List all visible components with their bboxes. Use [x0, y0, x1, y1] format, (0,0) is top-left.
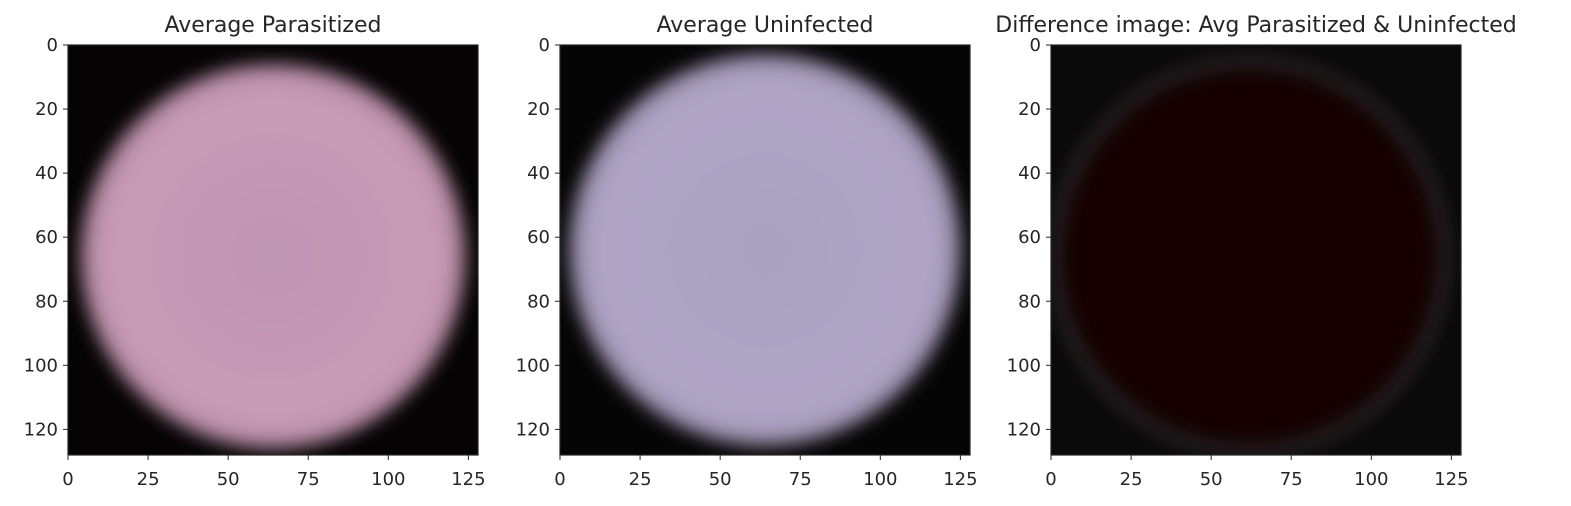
x-tick-label: 50 — [709, 469, 732, 490]
x-tick-label: 125 — [451, 469, 485, 490]
x-tick-label: 100 — [863, 469, 897, 490]
y-tick-label: 80 — [35, 291, 58, 312]
axes-frame — [559, 44, 971, 456]
y-tick-label: 60 — [1018, 227, 1041, 248]
axes-frame — [1050, 44, 1462, 456]
image-ring — [1051, 57, 1449, 455]
x-tick-label: 100 — [371, 469, 405, 490]
x-tick-label: 75 — [297, 469, 320, 490]
x-tick-label: 0 — [62, 469, 73, 490]
y-tick-label: 20 — [35, 99, 58, 120]
x-tick-label: 0 — [1045, 469, 1056, 490]
y-tick-label: 20 — [1018, 99, 1041, 120]
y-tick-label: 0 — [1030, 35, 1041, 56]
panel-title: Difference image: Avg Parasitized & Unin… — [995, 13, 1516, 38]
x-tick-label: 75 — [1280, 469, 1303, 490]
y-tick-label: 60 — [35, 227, 58, 248]
x-tick-label: 50 — [1200, 469, 1223, 490]
x-tick-label: 50 — [217, 469, 240, 490]
y-tick-label: 80 — [527, 291, 550, 312]
x-tick-label: 25 — [1120, 469, 1143, 490]
x-tick-label: 25 — [629, 469, 652, 490]
y-tick-label: 100 — [1007, 355, 1041, 376]
x-tick-label: 75 — [789, 469, 812, 490]
y-tick-label: 100 — [24, 355, 58, 376]
x-tick-label: 125 — [1434, 469, 1468, 490]
image-blob — [1063, 70, 1436, 443]
y-tick-label: 0 — [47, 35, 58, 56]
panel-average-parasitized: Average Parasitized 0 25 50 75 100 125 0 20 40 60… — [24, 13, 486, 490]
y-tick-label: 120 — [1007, 419, 1041, 440]
y-tick-label: 20 — [527, 99, 550, 120]
y-tick-label: 80 — [1018, 291, 1041, 312]
x-tick-label: 0 — [554, 469, 565, 490]
x-tick-label: 25 — [137, 469, 160, 490]
image-area — [68, 45, 478, 455]
x-tick-label: 125 — [943, 469, 977, 490]
image-area — [560, 45, 970, 455]
y-tick-label: 40 — [1018, 163, 1041, 184]
panel-title: Average Parasitized — [165, 13, 382, 38]
image-area — [1051, 45, 1461, 455]
y-tick-label: 0 — [539, 35, 550, 56]
image-blob — [569, 54, 961, 446]
y-tick-label: 40 — [527, 163, 550, 184]
panel-title: Average Uninfected — [657, 13, 874, 38]
panel-difference-image: Difference image: Avg Parasitized & Unin… — [995, 13, 1516, 490]
axes-frame — [67, 44, 479, 456]
panel-average-uninfected: Average Uninfected 0 25 50 75 100 125 0 20 40 60 8… — [516, 13, 978, 490]
y-tick-label: 120 — [516, 419, 550, 440]
y-tick-label: 60 — [527, 227, 550, 248]
y-tick-label: 100 — [516, 355, 550, 376]
y-tick-label: 40 — [35, 163, 58, 184]
x-tick-label: 100 — [1354, 469, 1388, 490]
image-blob — [80, 64, 466, 449]
y-tick-label: 120 — [24, 419, 58, 440]
